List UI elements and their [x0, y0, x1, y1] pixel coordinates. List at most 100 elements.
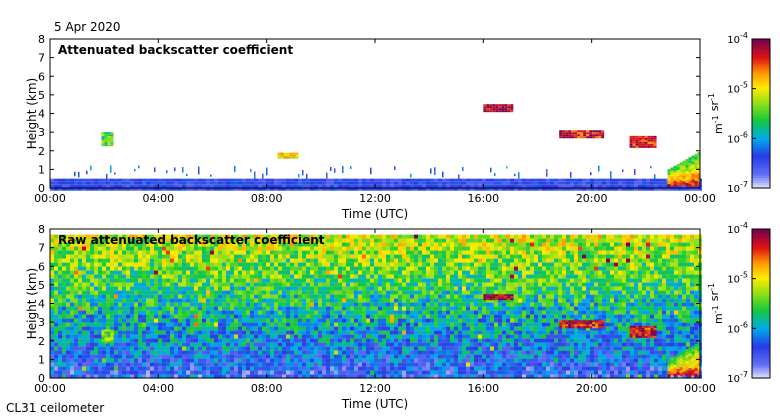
heatmap-cell — [158, 366, 162, 371]
heatmap-cell — [358, 262, 362, 267]
heatmap-cell — [158, 350, 162, 355]
heatmap-cell — [254, 242, 258, 247]
heatmap-cell — [118, 270, 122, 275]
heatmap-cell — [158, 330, 162, 335]
heatmap-cell — [150, 234, 154, 239]
heatmap-cell — [282, 366, 286, 371]
heatmap-cell — [418, 330, 422, 335]
heatmap-cell — [186, 374, 190, 379]
heatmap-cell — [318, 286, 322, 291]
heatmap-cell — [134, 306, 138, 311]
heatmap-cell — [647, 135, 651, 138]
heatmap-cell — [442, 270, 446, 275]
heatmap-cell — [378, 286, 382, 291]
heatmap-cell — [434, 184, 438, 188]
heatmap-cell — [154, 350, 158, 355]
heatmap-cell — [230, 350, 234, 355]
heatmap-cell — [126, 318, 130, 323]
heatmap-cell — [354, 278, 358, 283]
heatmap-cell — [122, 366, 126, 371]
heatmap-cell — [186, 354, 190, 359]
heatmap-cell — [354, 306, 358, 311]
heatmap-cell — [258, 181, 262, 185]
heatmap-cell — [362, 326, 366, 331]
heatmap-cell — [110, 138, 114, 141]
heatmap-cell — [182, 270, 186, 275]
heatmap-cell — [262, 184, 266, 188]
heatmap-cell — [342, 370, 346, 375]
heatmap-cell — [346, 354, 350, 359]
heatmap-cell — [134, 250, 138, 255]
heatmap-cell — [278, 250, 282, 255]
heatmap-cell — [346, 334, 350, 339]
heatmap-cell — [374, 342, 378, 347]
heatmap-cell — [422, 282, 426, 287]
heatmap-cell — [538, 187, 542, 191]
heatmap-cell — [94, 290, 98, 295]
heatmap-cell — [234, 362, 238, 367]
heatmap-cell — [222, 286, 226, 291]
heatmap-cell — [378, 181, 382, 185]
heatmap-cell — [174, 358, 178, 363]
heatmap-cell — [322, 334, 326, 339]
heatmap-cell — [483, 108, 487, 111]
heatmap-cell — [282, 334, 286, 339]
heatmap-cell — [270, 258, 274, 263]
heatmap-cell — [618, 184, 622, 188]
heatmap-cell — [583, 134, 587, 137]
heatmap-cell — [326, 238, 330, 243]
heatmap-cell — [122, 302, 126, 307]
heatmap-cell — [394, 314, 398, 319]
heatmap-cell — [86, 246, 90, 251]
heatmap-cell — [50, 370, 54, 375]
heatmap-cell — [226, 322, 230, 327]
heatmap-cell — [414, 242, 418, 247]
heatmap-cell — [206, 262, 210, 267]
heatmap-cell — [134, 350, 138, 355]
heatmap-cell — [378, 242, 382, 247]
heatmap-cell — [78, 294, 82, 299]
heatmap-cell — [170, 187, 174, 191]
heatmap-cell — [90, 342, 94, 347]
heatmap-cell — [98, 298, 102, 303]
heatmap-cell — [346, 362, 350, 367]
heatmap-cell — [685, 179, 689, 183]
heatmap-cell — [507, 106, 511, 109]
heatmap-cell — [126, 187, 130, 191]
heatmap-cell — [50, 310, 54, 315]
heatmap-cell — [242, 362, 246, 367]
heatmap-cell — [350, 274, 354, 279]
heatmap-cell — [350, 181, 354, 185]
heatmap-cell — [246, 282, 250, 287]
heatmap-cell — [210, 246, 214, 251]
heatmap-cell — [210, 358, 214, 363]
heatmap-cell — [462, 290, 466, 295]
heatmap-cell — [94, 294, 98, 299]
heatmap-cell — [630, 187, 634, 191]
heatmap-cell — [438, 354, 442, 359]
heatmap-cell — [362, 274, 366, 279]
heatmap-cell — [114, 282, 118, 287]
heatmap-cell — [650, 137, 654, 140]
heatmap-cell — [218, 286, 222, 291]
heatmap-cell — [254, 184, 258, 188]
heatmap-cell — [504, 104, 508, 107]
heatmap-cell — [58, 362, 62, 367]
heatmap-cell — [82, 187, 86, 191]
heatmap-cell — [306, 374, 310, 379]
heatmap-cell — [138, 350, 142, 355]
heatmap-cell — [342, 318, 346, 323]
heatmap-cell — [298, 278, 302, 283]
heatmap-cell — [434, 294, 438, 299]
heatmap-cell — [374, 270, 378, 275]
heatmap-cell — [278, 310, 282, 315]
heatmap-cell — [130, 310, 134, 315]
heatmap-cell — [202, 290, 206, 295]
heatmap-cell — [462, 314, 466, 319]
heatmap-cell — [82, 354, 86, 359]
heatmap-cell — [118, 334, 122, 339]
heatmap-cell — [158, 306, 162, 311]
heatmap-cell — [378, 346, 382, 351]
heatmap-cell — [294, 314, 298, 319]
heatmap-cell — [378, 266, 382, 271]
